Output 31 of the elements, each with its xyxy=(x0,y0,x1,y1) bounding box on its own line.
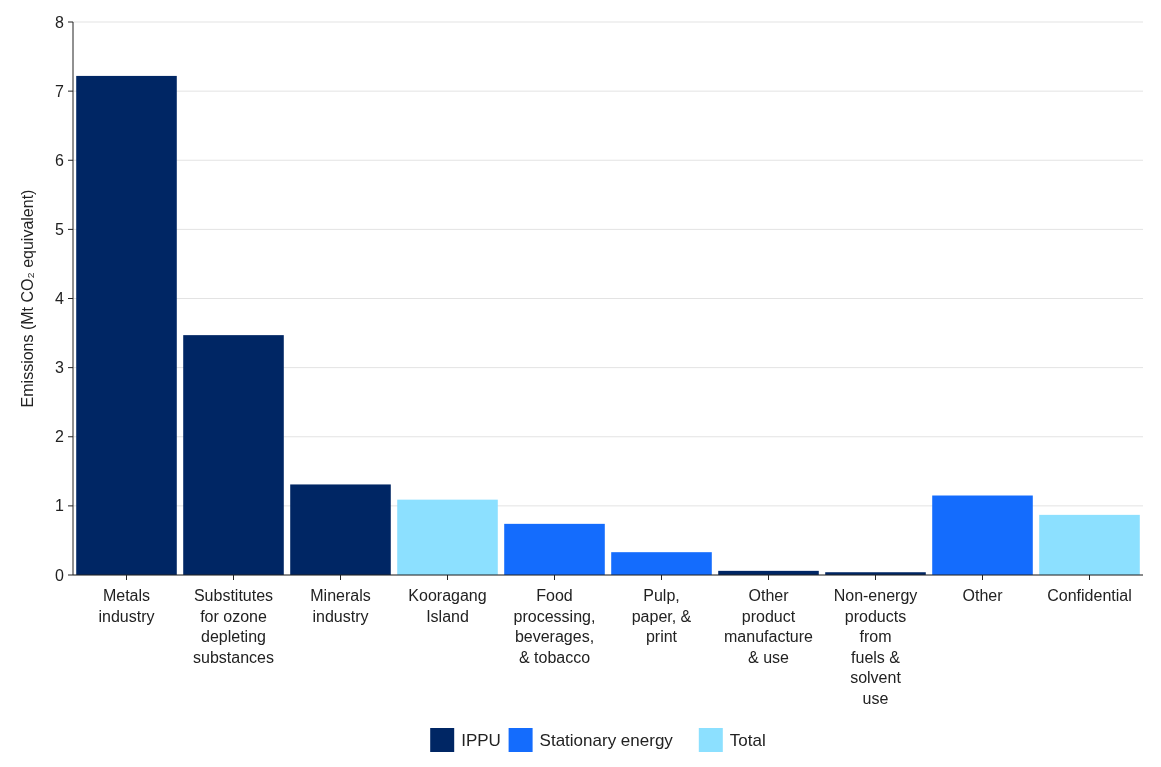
legend-label: Total xyxy=(729,730,766,750)
y-tick-label: 4 xyxy=(55,290,65,308)
bar xyxy=(1039,514,1140,575)
legend-label: Stationary energy xyxy=(539,730,674,750)
x-tick-label: Non-energy products from fuels & solvent use xyxy=(833,587,918,707)
x-tick-label: Kooragang Island xyxy=(408,587,487,625)
x-tick-label: Other product manufacture & use xyxy=(724,587,814,666)
y-tick-label: 1 xyxy=(55,497,65,515)
bar xyxy=(183,335,284,575)
x-tick-label: Confidential xyxy=(1047,587,1132,604)
x-tick-label: Metals industry xyxy=(98,587,155,625)
x-tick-label: Food processing, beverages, & tobacco xyxy=(513,587,596,666)
bar xyxy=(397,499,498,575)
y-tick-label: 2 xyxy=(55,428,65,446)
y-tick-label: 7 xyxy=(55,82,65,100)
bar xyxy=(76,75,177,575)
bar xyxy=(290,484,391,575)
x-tick-label: Pulp, paper, & print xyxy=(631,587,692,645)
y-tick-label: 8 xyxy=(55,13,65,31)
y-tick-label: 6 xyxy=(55,151,65,169)
y-tick-label: 5 xyxy=(55,220,65,238)
x-tick-label: Minerals industry xyxy=(310,587,371,625)
x-tick-label: Other xyxy=(962,587,1004,604)
y-axis-title: Emissions (Mt CO₂ equivalent) xyxy=(19,189,36,408)
bar xyxy=(932,495,1033,575)
bar xyxy=(504,523,605,575)
y-tick-label: 3 xyxy=(55,359,65,377)
y-tick-label: 0 xyxy=(55,566,65,584)
x-tick-label: Substitutes for ozone depleting substances xyxy=(193,587,274,666)
legend-label: IPPU xyxy=(461,730,501,750)
bar xyxy=(611,552,712,575)
